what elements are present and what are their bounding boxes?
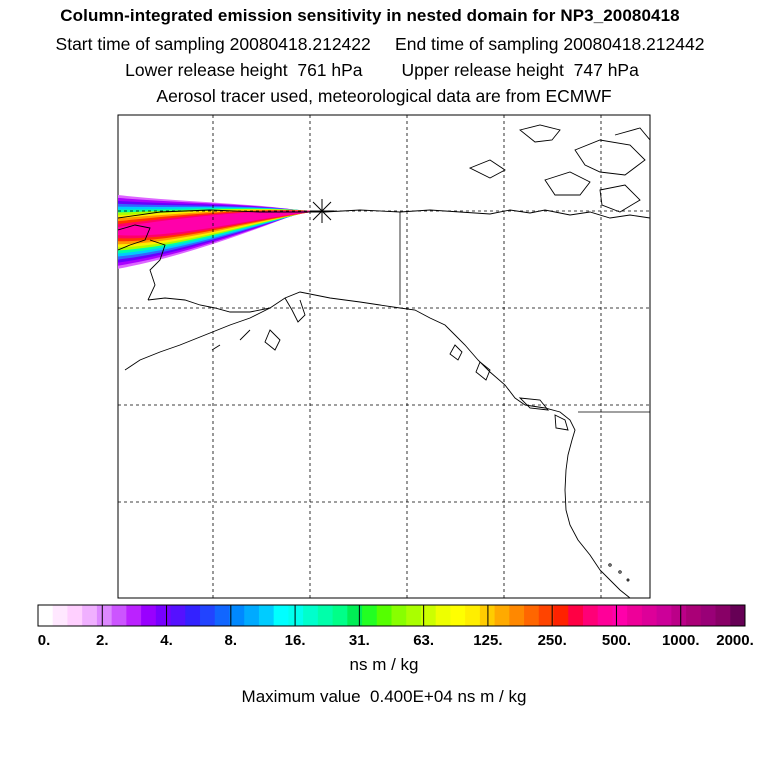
plot-title: Column-integrated emission sensitivity i… xyxy=(60,6,680,25)
colorbar-segment xyxy=(200,605,216,626)
colorbar-segment xyxy=(730,605,746,626)
colorbar-tick-label: 2. xyxy=(96,632,109,649)
release-location-marker xyxy=(310,199,334,223)
colorbar-segment xyxy=(715,605,731,626)
colorbar-segment xyxy=(656,605,672,626)
colorbar-tick-label: 125. xyxy=(473,632,503,649)
coastlines xyxy=(118,124,650,598)
colorbar-segment xyxy=(141,605,157,626)
maximum-value-label: Maximum value 0.400E+04 ns m / kg xyxy=(241,687,527,706)
colorbar-segment xyxy=(612,605,628,626)
map-frame xyxy=(117,114,651,599)
colorbar-frame xyxy=(37,604,746,627)
colorbar-segment xyxy=(627,605,643,626)
colorbar-tick-label: 1000. xyxy=(661,632,700,649)
colorbar-segment xyxy=(509,605,525,626)
colorbar xyxy=(37,604,746,627)
colorbar-segment xyxy=(406,605,422,626)
colorbar-segment xyxy=(96,605,113,626)
colorbar-tick-label: 500. xyxy=(601,632,632,649)
colorbar-segment xyxy=(155,605,172,626)
release-height-line: Lower release height 761 hPa Upper relea… xyxy=(125,60,639,80)
colorbar-unit-label: ns m / kg xyxy=(349,655,419,674)
colorbar-segment xyxy=(700,605,717,626)
colorbar-segment xyxy=(185,605,201,626)
colorbar-tick-label: 63. xyxy=(413,632,435,649)
colorbar-segment xyxy=(420,605,437,626)
colorbar-segment xyxy=(671,605,687,626)
sampling-time-line: Start time of sampling 20080418.212422 E… xyxy=(55,34,705,54)
colorbar-segment xyxy=(170,605,186,626)
plume-band xyxy=(118,210,322,236)
colorbar-segment xyxy=(597,605,613,626)
colorbar-tick-label: 2000. xyxy=(716,632,754,649)
colorbar-segment xyxy=(538,605,555,626)
colorbar-tick-label: 8. xyxy=(224,632,238,649)
colorbar-segment xyxy=(450,605,466,626)
colorbar-segment xyxy=(568,605,584,626)
colorbar-segment xyxy=(273,605,289,626)
colorbar-tick-label: 0. xyxy=(37,632,51,649)
colorbar-segment xyxy=(465,605,481,626)
lat-lon-grid xyxy=(118,115,650,598)
colorbar-segment xyxy=(391,605,407,626)
colorbar-segment xyxy=(553,605,569,626)
colorbar-segment xyxy=(303,605,319,626)
colorbar-segment xyxy=(82,605,98,626)
colorbar-segment xyxy=(67,605,83,626)
colorbar-segment xyxy=(244,605,260,626)
colorbar-segment xyxy=(582,605,599,626)
colorbar-segment xyxy=(347,605,363,626)
colorbar-tick-label: 16. xyxy=(284,632,306,649)
colorbar-segment xyxy=(494,605,510,626)
colorbar-segment xyxy=(641,605,658,626)
colorbar-segment xyxy=(686,605,702,626)
colorbar-segment xyxy=(376,605,392,626)
colorbar-segment xyxy=(362,605,378,626)
colorbar-segment xyxy=(126,605,142,626)
colorbar-segment xyxy=(214,605,230,626)
colorbar-segment xyxy=(52,605,68,626)
colorbar-segment xyxy=(111,605,127,626)
colorbar-segment xyxy=(258,605,275,626)
colorbar-segment xyxy=(524,605,540,626)
colorbar-segment xyxy=(435,605,451,626)
colorbar-tick-label: 250. xyxy=(537,632,567,649)
colorbar-segment xyxy=(229,605,245,626)
colorbar-segment xyxy=(317,605,334,626)
colorbar-segment xyxy=(38,605,54,626)
colorbar-tick-label: 4. xyxy=(160,632,173,649)
colorbar-tick-label: 31. xyxy=(348,632,370,649)
tracer-info-line: Aerosol tracer used, meteorological data… xyxy=(156,86,612,106)
colorbar-segment xyxy=(332,605,348,626)
colorbar-segment xyxy=(288,605,304,626)
emission-plume xyxy=(118,195,322,269)
